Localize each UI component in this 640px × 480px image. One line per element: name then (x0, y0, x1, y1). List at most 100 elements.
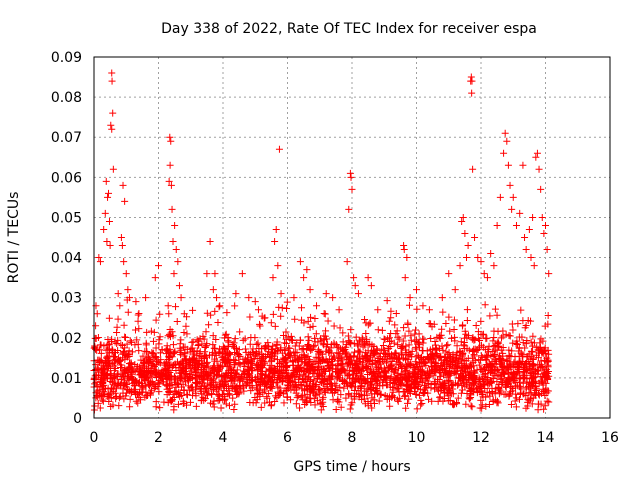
data-point (164, 362, 172, 370)
data-point (383, 359, 391, 367)
data-point (374, 306, 382, 314)
data-point (171, 221, 179, 229)
data-point (273, 338, 281, 346)
data-point (493, 367, 501, 375)
data-point (231, 335, 239, 343)
data-point (320, 356, 328, 364)
data-point (536, 361, 544, 369)
data-point (364, 378, 372, 386)
data-point (400, 246, 408, 254)
data-point (213, 383, 221, 391)
data-point (467, 381, 475, 389)
data-point (166, 133, 174, 141)
data-point (334, 357, 342, 365)
data-point (377, 360, 385, 368)
data-point (216, 302, 224, 310)
data-point (163, 391, 171, 399)
data-point (399, 337, 407, 345)
data-point (166, 368, 174, 376)
data-point (282, 387, 290, 395)
data-point (445, 355, 453, 363)
x-tick-label: 2 (154, 430, 163, 446)
data-point (402, 362, 410, 370)
data-point (355, 348, 363, 356)
data-point (436, 353, 444, 361)
data-point (299, 345, 307, 353)
data-point (303, 365, 311, 373)
data-point (540, 405, 548, 413)
data-point (175, 389, 183, 396)
data-point (348, 185, 356, 193)
data-point (261, 399, 269, 407)
data-point (275, 374, 283, 382)
data-point (104, 193, 112, 201)
data-point (339, 365, 347, 373)
data-point (222, 400, 230, 408)
data-point (438, 325, 446, 333)
data-point (185, 355, 193, 363)
data-point (445, 270, 453, 278)
data-point (532, 369, 540, 377)
data-point (506, 382, 514, 390)
data-point (463, 306, 471, 314)
data-point (462, 362, 470, 370)
data-point (258, 361, 266, 369)
data-point (186, 364, 194, 372)
data-point (493, 221, 501, 229)
data-point (244, 378, 252, 386)
data-point (261, 314, 269, 322)
data-point (342, 378, 350, 386)
data-point (489, 337, 497, 345)
data-point (431, 385, 439, 393)
data-point (528, 400, 536, 408)
data-point (208, 376, 216, 384)
data-point (387, 314, 395, 322)
data-point (522, 340, 530, 348)
data-point (113, 371, 121, 379)
data-point (538, 378, 546, 386)
data-point (520, 368, 528, 376)
data-point (302, 381, 310, 389)
data-point (245, 372, 253, 380)
data-point (130, 379, 138, 387)
data-point (543, 246, 551, 254)
data-point (307, 313, 315, 321)
data-point (348, 361, 356, 369)
data-point (281, 355, 289, 363)
data-point (412, 343, 420, 351)
data-point (236, 353, 244, 361)
data-point (219, 352, 227, 360)
data-point (156, 372, 164, 380)
data-point (98, 358, 106, 366)
data-point (205, 321, 213, 329)
data-point (294, 355, 302, 363)
data-point (296, 372, 304, 380)
data-point (261, 379, 269, 387)
data-point (135, 325, 143, 333)
data-point (415, 391, 423, 399)
data-point (533, 149, 541, 157)
data-point (254, 389, 262, 397)
data-point (542, 357, 550, 365)
data-point (236, 328, 244, 336)
y-tick-label: 0.09 (51, 50, 82, 66)
data-point (129, 375, 137, 383)
data-point (383, 381, 391, 389)
data-point (395, 355, 403, 363)
data-point (280, 399, 288, 407)
data-point (215, 392, 223, 400)
data-point (267, 319, 275, 327)
data-point (277, 290, 285, 298)
data-point (386, 364, 394, 372)
data-point (108, 77, 116, 85)
data-point (500, 368, 508, 376)
data-point (321, 332, 329, 340)
data-point (222, 357, 230, 365)
data-point (124, 386, 132, 394)
data-point (156, 333, 164, 341)
data-point (376, 382, 384, 390)
data-point (413, 345, 421, 353)
data-point (430, 320, 438, 328)
data-point (218, 377, 226, 385)
data-point (196, 378, 204, 386)
